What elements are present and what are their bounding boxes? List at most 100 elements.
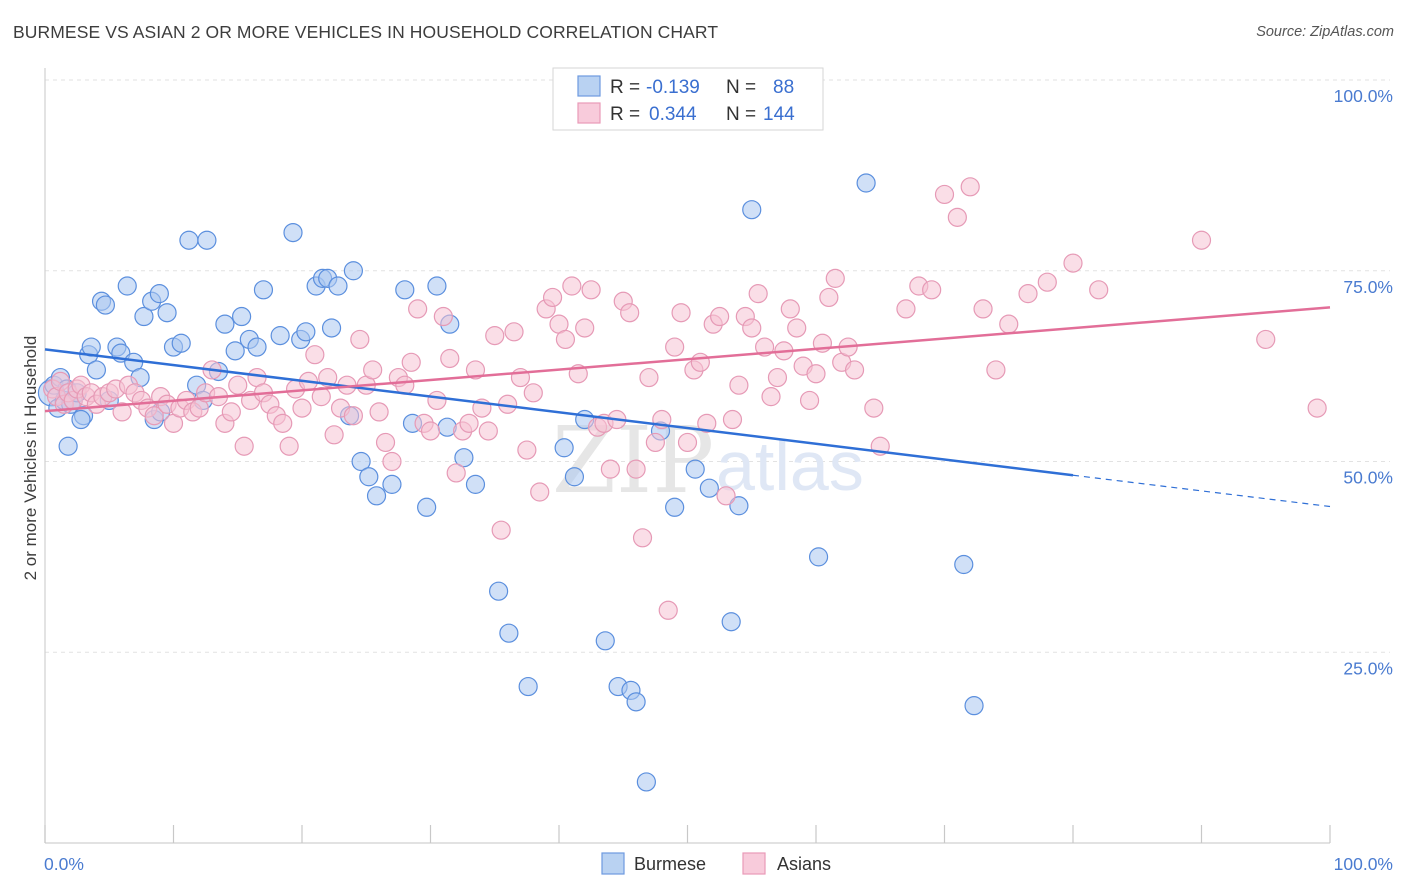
source-label: Source: ZipAtlas.com	[1256, 24, 1394, 40]
y-tick-label: 75.0%	[1343, 277, 1393, 297]
legend-r-label-burmese: R =	[610, 77, 640, 98]
burmese-point	[499, 623, 519, 643]
asians-point	[234, 436, 254, 456]
legend-n-value-burmese: 88	[773, 77, 794, 98]
asians-point	[645, 432, 665, 453]
burmese-point	[296, 322, 316, 342]
asians-point	[523, 383, 543, 403]
burmese-point	[382, 474, 402, 494]
asians-point	[318, 367, 338, 388]
asians-point	[729, 375, 749, 395]
asians-point	[947, 207, 967, 227]
asians-point	[575, 318, 595, 338]
asians-point	[581, 280, 601, 300]
asians-point	[440, 348, 460, 369]
asians-point	[710, 306, 730, 327]
asians-point	[799, 390, 820, 411]
asians-point	[144, 406, 164, 426]
burmese-point	[117, 276, 137, 296]
asians-point	[1307, 398, 1327, 418]
burmese-point	[321, 318, 342, 338]
asians-point	[382, 451, 402, 472]
asians-point	[639, 367, 659, 388]
burmese-trend-extension	[1072, 474, 1331, 508]
asians-point	[562, 276, 582, 296]
asians-point	[446, 463, 466, 483]
burmese-point	[58, 436, 78, 456]
asians-point	[722, 409, 743, 430]
asians-point	[433, 306, 453, 327]
asians-point	[819, 287, 839, 308]
y-axis-label: 2 or more Vehicles in Household	[21, 336, 40, 581]
asians-point	[542, 287, 563, 308]
burmese-point	[665, 497, 685, 517]
burmese-point	[171, 333, 191, 353]
burmese-trend-line	[44, 348, 1074, 477]
burmese-point	[157, 303, 177, 323]
burmese-point	[465, 474, 486, 494]
asians-point	[465, 360, 486, 380]
asians-point	[427, 390, 447, 411]
burmese-point	[395, 280, 415, 300]
burmese-point	[366, 486, 387, 506]
burmese-point	[626, 692, 646, 712]
asians-point	[999, 314, 1019, 334]
burmese-point	[179, 230, 199, 250]
x-tick-label-min: 0.0%	[44, 854, 84, 874]
burmese-point	[149, 284, 169, 304]
grid-lines	[45, 79, 1390, 653]
asians-point	[748, 284, 768, 304]
legend-r-value-burmese: -0.139	[646, 77, 700, 98]
burmese-point	[86, 360, 107, 380]
asians-point	[221, 402, 241, 422]
asians-point	[1018, 284, 1038, 304]
burmese-point	[247, 337, 267, 357]
asians-point	[922, 280, 942, 300]
asians-point	[986, 360, 1006, 380]
asians-point	[620, 303, 640, 323]
asians-point	[1037, 272, 1057, 292]
burmese-point	[359, 467, 379, 487]
bottom-legend-swatch-burmese	[601, 852, 625, 875]
burmese-point	[417, 497, 437, 517]
burmese-point	[454, 448, 474, 468]
asians-point	[363, 360, 383, 380]
burmese-point	[554, 438, 574, 458]
asians-point	[1089, 280, 1109, 300]
asians-point	[973, 299, 993, 319]
burmese-point	[489, 581, 509, 601]
burmese-point	[270, 326, 290, 346]
asians-point	[632, 528, 653, 548]
burmese-point	[564, 467, 585, 487]
legend-swatch-burmese	[577, 75, 601, 97]
asians-point	[896, 299, 916, 319]
asians-point	[626, 459, 646, 479]
asians-point	[844, 360, 865, 380]
burmese-point	[856, 173, 876, 193]
burmese-point	[636, 772, 656, 792]
burmese-point	[742, 200, 762, 220]
burmese-point	[699, 478, 719, 498]
asians-point	[934, 184, 955, 205]
asians-point	[716, 486, 736, 506]
burmese-point	[283, 223, 303, 243]
asians-point	[343, 406, 363, 426]
trend-lines	[44, 306, 1331, 508]
asians-point	[459, 413, 479, 433]
burmese-point	[964, 696, 984, 716]
legend-n-label-asians: N =	[726, 104, 756, 125]
asians-point	[555, 329, 576, 350]
asians-point	[485, 326, 505, 346]
asians-point	[600, 459, 621, 479]
bottom-legend-swatch-asians	[742, 852, 766, 875]
asians-point	[273, 413, 293, 433]
burmese-point	[328, 276, 348, 296]
axes	[44, 68, 1331, 844]
asians-point	[677, 432, 698, 453]
legend-r-value-asians: 0.344	[649, 104, 697, 125]
asians-point	[1063, 253, 1083, 273]
asians-point	[375, 432, 396, 453]
legend-r-label-asians: R =	[610, 104, 640, 125]
asians-point	[369, 402, 389, 422]
